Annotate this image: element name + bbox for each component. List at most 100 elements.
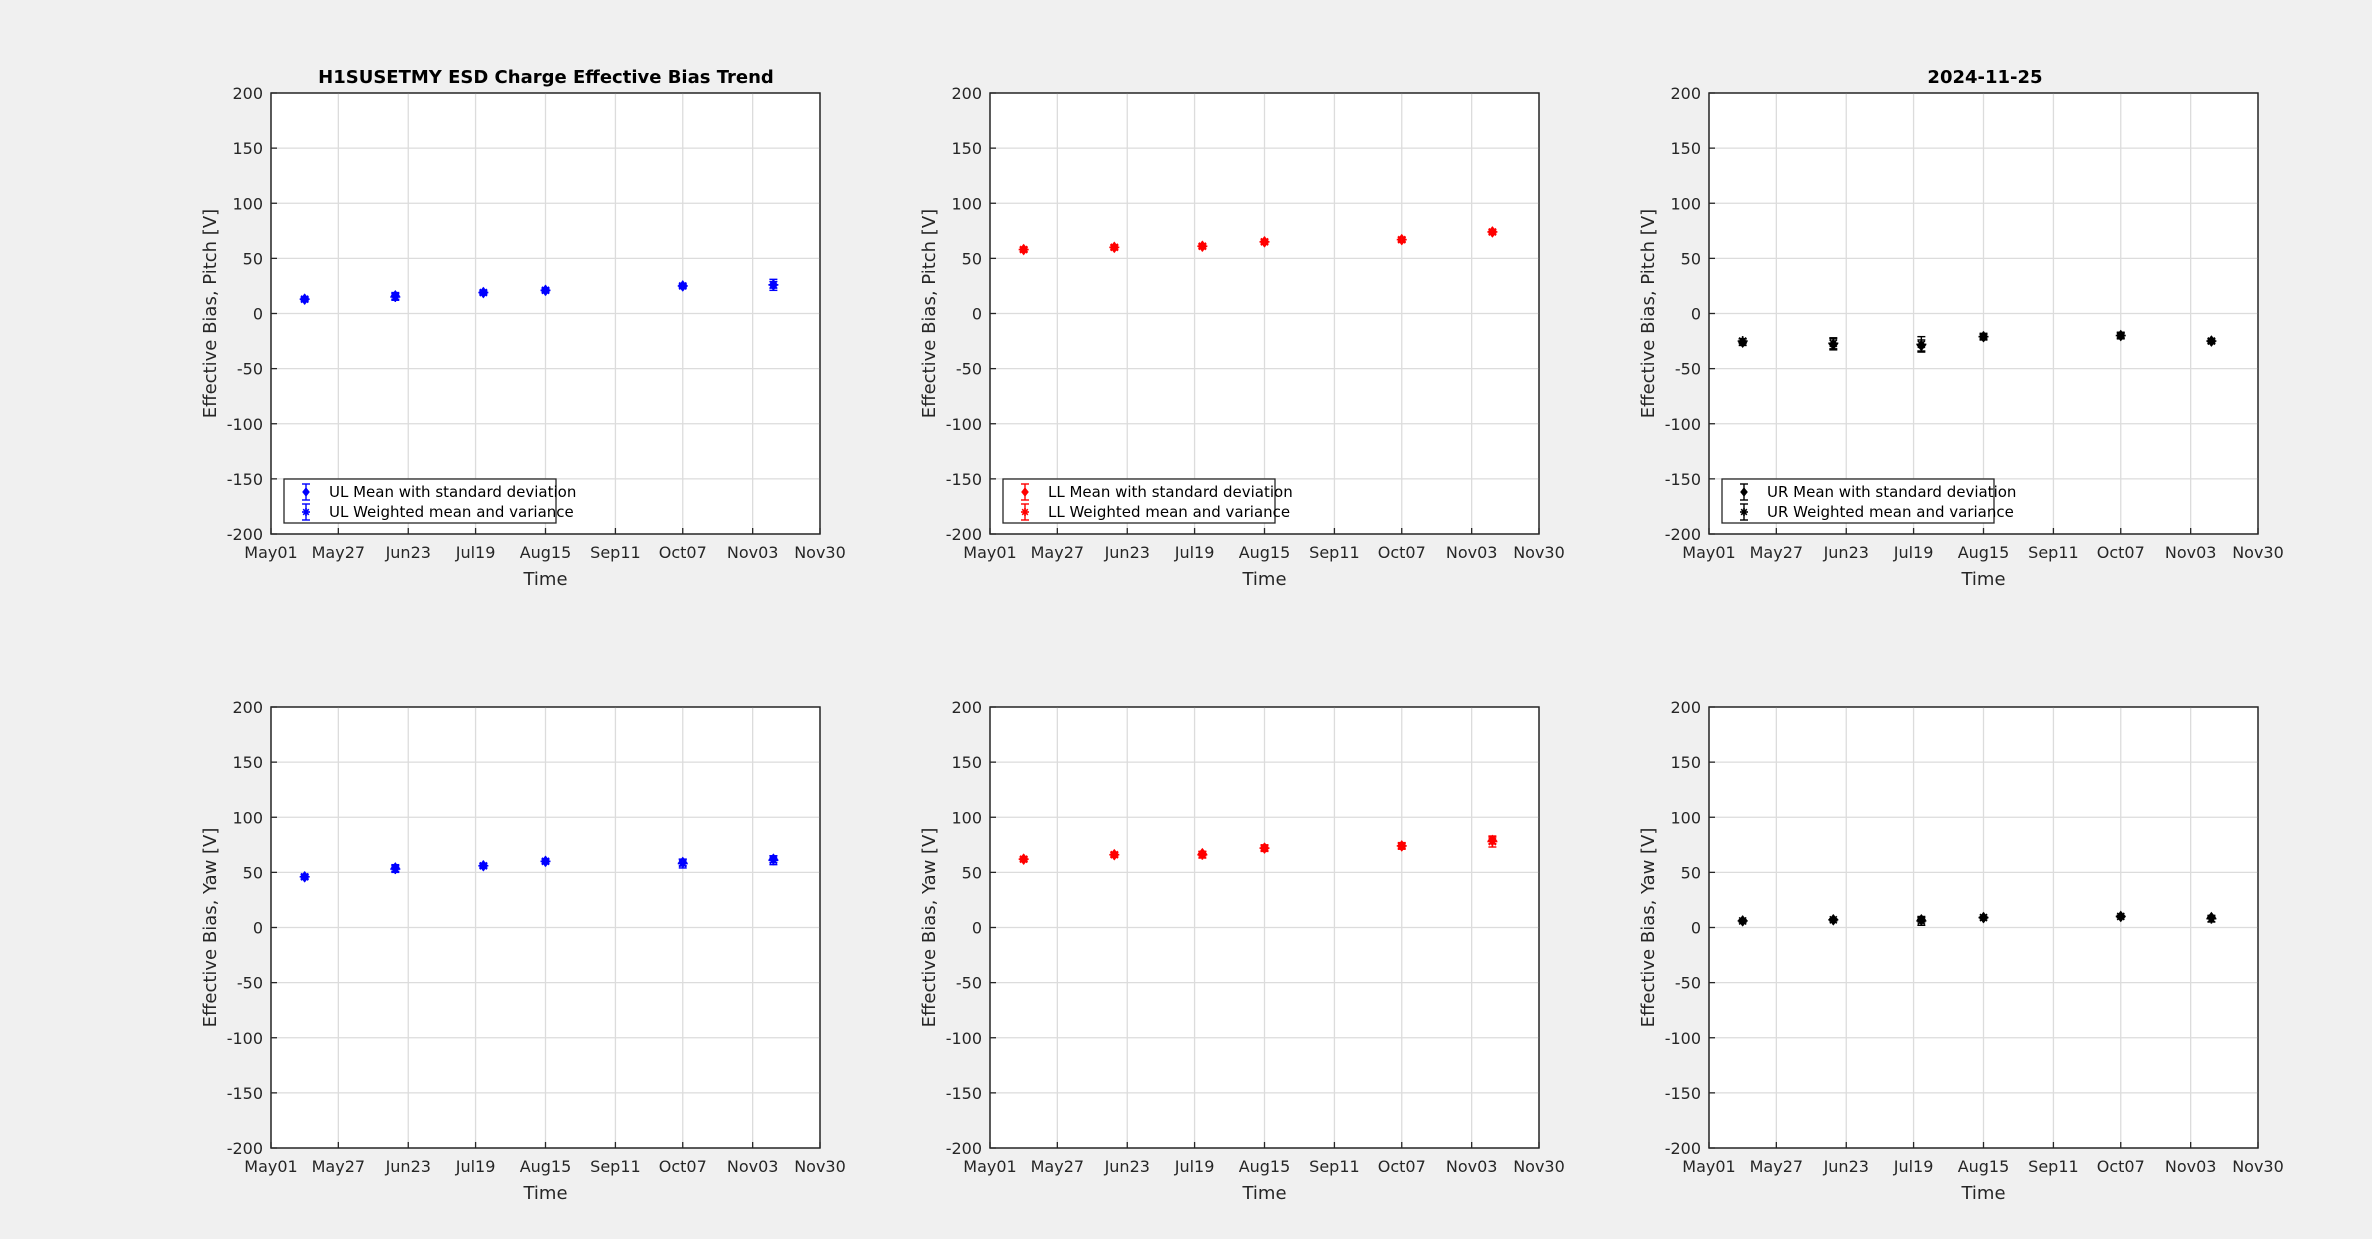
weighted-marker xyxy=(1197,241,1208,252)
data-point xyxy=(1259,842,1270,854)
legend-box xyxy=(1721,478,1995,524)
y-tick-label: -50 xyxy=(237,974,263,993)
y-axis-label: Effective Bias, Pitch [V] xyxy=(1638,209,1659,418)
axes-frame xyxy=(270,92,821,535)
weighted-marker xyxy=(540,856,551,867)
x-tick-label: May01 xyxy=(1682,1157,1735,1176)
x-tick-label: Nov30 xyxy=(1513,1157,1565,1176)
x-tick-label: May01 xyxy=(963,1157,1016,1176)
weighted-marker xyxy=(2115,911,2126,922)
weighted-marker xyxy=(1396,840,1407,851)
data-point xyxy=(540,855,551,868)
y-tick-label: -150 xyxy=(227,470,263,489)
x-tick-label: Nov03 xyxy=(727,543,779,562)
legend: LL Mean with standard deviation LL Weight… xyxy=(1002,478,1293,524)
y-tick-label: 0 xyxy=(253,919,263,938)
x-tick-label: May01 xyxy=(1682,543,1735,562)
y-tick-label: 50 xyxy=(243,249,263,268)
axes-frame xyxy=(270,706,821,1149)
x-tick-label: Nov30 xyxy=(794,543,846,562)
weighted-marker xyxy=(768,855,779,866)
y-tick-label: -100 xyxy=(946,1029,982,1048)
axes-frame xyxy=(989,706,1540,1149)
legend: UL Mean with standard deviation UL Weight… xyxy=(283,478,576,524)
y-tick-label: -200 xyxy=(1665,1139,1701,1158)
x-tick-label: Jul19 xyxy=(1174,543,1215,562)
date-title: 2024-11-25 xyxy=(1927,67,2042,88)
data-point xyxy=(1197,240,1208,253)
y-tick-label: 50 xyxy=(243,863,263,882)
weighted-marker xyxy=(1487,836,1498,847)
x-axis-label: Time xyxy=(1960,1183,2005,1204)
x-tick-label: Oct07 xyxy=(2097,1157,2145,1176)
x-tick-label: May27 xyxy=(312,543,365,562)
y-tick-label: -100 xyxy=(1665,1029,1701,1048)
x-tick-label: Jun23 xyxy=(1823,543,1869,562)
weighted-marker xyxy=(1018,854,1029,865)
x-tick-label: May01 xyxy=(244,1157,297,1176)
y-tick-label: 200 xyxy=(951,84,982,103)
data-point xyxy=(1396,840,1407,852)
y-tick-label: 100 xyxy=(951,808,982,827)
x-tick-label: Jul19 xyxy=(1174,1157,1215,1176)
x-tick-label: Nov30 xyxy=(794,1157,846,1176)
data-point xyxy=(299,870,310,883)
data-point xyxy=(1916,913,1927,926)
x-tick-label: Jun23 xyxy=(385,543,431,562)
legend-box xyxy=(1002,478,1276,524)
y-tick-label: 150 xyxy=(232,139,263,158)
weighted-marker xyxy=(1259,843,1270,854)
x-tick-label: Nov03 xyxy=(1446,543,1498,562)
data-point xyxy=(1737,336,1748,348)
weighted-marker xyxy=(2206,336,2217,347)
data-point xyxy=(478,859,489,872)
x-tick-label: Sep11 xyxy=(590,543,641,562)
y-tick-label: -50 xyxy=(1675,974,1701,993)
panel-lower-left: May01 May27 Jun23 Jul19 Aug15 Sep11 Oct07 Nov03… xyxy=(200,698,846,1204)
x-tick-label: May27 xyxy=(312,1157,365,1176)
y-tick-label: 50 xyxy=(1681,863,1701,882)
weighted-marker xyxy=(1978,912,1989,923)
weighted-marker xyxy=(478,860,489,871)
axes-frame xyxy=(1708,706,2259,1149)
panel-upper-left: May01 May27 Jun23 Jul19 Aug15 Sep11 Oct07 Nov03… xyxy=(200,84,846,590)
mean-marker xyxy=(1021,487,1029,497)
x-tick-label: Oct07 xyxy=(2097,543,2145,562)
legend-box xyxy=(283,478,557,524)
x-tick-label: Aug15 xyxy=(1958,543,2010,562)
x-tick-label: Jul19 xyxy=(1893,1157,1934,1176)
data-point xyxy=(1487,834,1498,848)
y-tick-label: 100 xyxy=(232,194,263,213)
x-tick-label: Nov03 xyxy=(727,1157,779,1176)
x-axis-label: Time xyxy=(1241,569,1286,590)
x-tick-label: Jun23 xyxy=(1104,1157,1150,1176)
data-point xyxy=(1018,243,1029,256)
y-tick-label: 150 xyxy=(1670,139,1701,158)
x-axis-label: Time xyxy=(1960,569,2005,590)
x-tick-label: May27 xyxy=(1750,543,1803,562)
data-point xyxy=(1828,913,1839,926)
legend-entry-mean: UL Mean with standard deviation xyxy=(329,483,576,501)
y-tick-label: 200 xyxy=(1670,84,1701,103)
weighted-marker xyxy=(1396,234,1407,245)
y-tick-label: -150 xyxy=(1665,470,1701,489)
weighted-marker xyxy=(302,508,310,516)
weighted-marker xyxy=(1737,336,1748,347)
axes-frame xyxy=(1708,92,2259,535)
x-tick-label: May27 xyxy=(1031,1157,1084,1176)
y-axis-label: Effective Bias, Yaw [V] xyxy=(919,828,940,1028)
x-tick-label: May01 xyxy=(244,543,297,562)
data-point xyxy=(2115,329,2126,342)
data-point xyxy=(1396,233,1407,246)
panel-upper-middle: May01 May27 Jun23 Jul19 Aug15 Sep11 Oct07 Nov03… xyxy=(919,84,1565,590)
weighted-marker xyxy=(478,287,489,298)
legend-entry-mean: UR Mean with standard deviation xyxy=(1767,483,2016,501)
weighted-marker xyxy=(1197,849,1208,860)
y-tick-label: 0 xyxy=(972,305,982,324)
data-point xyxy=(390,862,401,875)
data-point xyxy=(677,280,688,292)
weighted-marker xyxy=(299,871,310,882)
x-tick-label: Oct07 xyxy=(1378,543,1426,562)
y-tick-label: -100 xyxy=(946,415,982,434)
y-tick-label: 100 xyxy=(232,808,263,827)
